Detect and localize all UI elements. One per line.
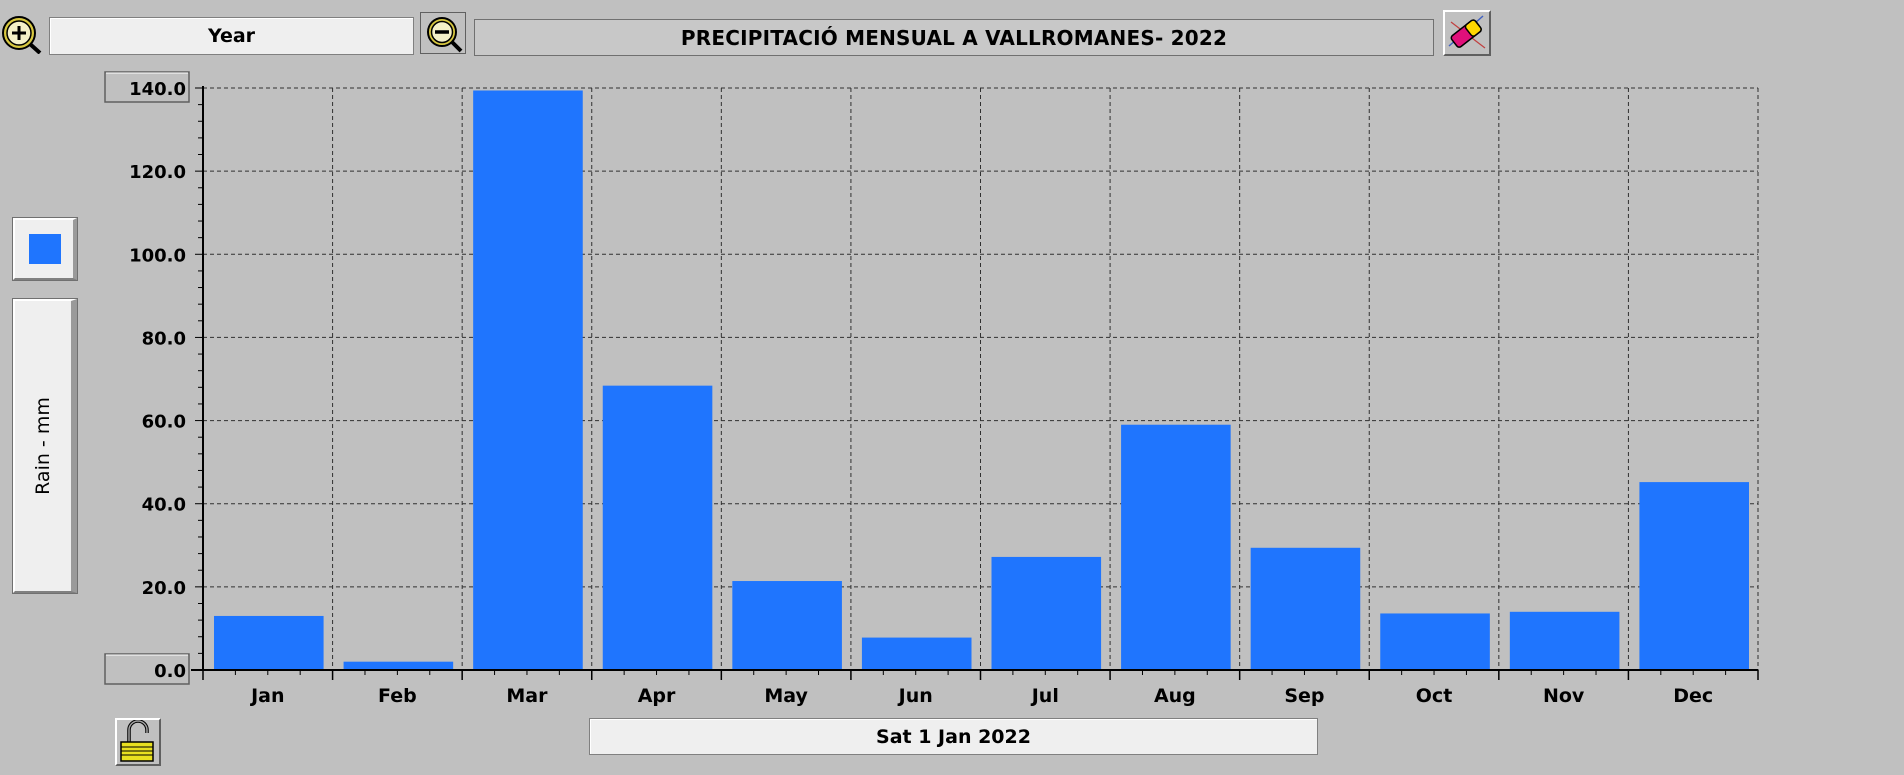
zoom-out-button[interactable] <box>420 12 466 54</box>
axes <box>191 86 1759 680</box>
y-tick-label: 100.0 <box>129 245 186 266</box>
bar-feb <box>343 661 454 670</box>
unlocked-padlock-icon <box>120 719 154 762</box>
x-tick-label: Dec <box>1673 685 1713 707</box>
gridlines <box>203 87 1759 671</box>
date-field[interactable]: Sat 1 Jan 2022 <box>589 718 1318 755</box>
tick-labels: 0.0 20.0 40.0 60.0 80.0 100.0 120.0 140.0 Jan Feb… <box>104 71 1713 707</box>
y-tick-label: 120.0 <box>129 162 186 183</box>
y-tick-label: 140.0 <box>129 79 186 100</box>
x-tick-label: Oct <box>1416 685 1453 707</box>
x-tick-label: Jul <box>1030 685 1059 707</box>
chart-title: PRECIPITACIÓ MENSUAL A VALLROMANES- 2022 <box>474 19 1434 56</box>
zoom-in-button[interactable] <box>0 12 42 54</box>
bar-nov <box>1509 611 1620 670</box>
x-tick-label: Apr <box>638 685 676 707</box>
y-tick-box <box>104 653 190 685</box>
bar-jul <box>991 556 1102 670</box>
x-tick-label: May <box>764 685 808 707</box>
x-tick-label: Mar <box>506 685 548 707</box>
y-tick-label: 40.0 <box>142 495 186 516</box>
magnifier-plus-icon <box>2 16 42 54</box>
bars <box>214 90 1749 671</box>
legend-swatch <box>29 234 61 264</box>
x-tick-label: Jun <box>897 685 933 707</box>
y-tick-label: 20.0 <box>142 578 186 599</box>
y-tick-box <box>104 71 190 103</box>
y-tick-label: 80.0 <box>142 328 186 349</box>
bar-may <box>732 581 842 670</box>
period-field[interactable]: Year <box>49 17 414 55</box>
y-tick-label: 0.0 <box>154 661 186 682</box>
y-tick-label: 60.0 <box>142 412 186 433</box>
x-tick-label: Sep <box>1284 685 1324 707</box>
x-tick-label: Nov <box>1543 685 1585 707</box>
bar-mar <box>473 90 583 671</box>
bar-jan <box>214 615 324 670</box>
bar-dec <box>1639 482 1749 670</box>
bar-aug <box>1121 424 1231 670</box>
y-axis-label-box[interactable]: Rain - mm <box>12 298 78 594</box>
bar-sep <box>1250 547 1361 670</box>
x-tick-label: Aug <box>1154 685 1196 707</box>
x-tick-label: Feb <box>378 685 417 707</box>
bar-oct <box>1380 613 1490 670</box>
lock-button[interactable] <box>115 718 161 766</box>
bar-apr <box>602 385 713 670</box>
x-tick-label: Jan <box>249 685 284 707</box>
legend-series-box[interactable] <box>12 217 78 281</box>
clear-button[interactable] <box>1443 10 1491 56</box>
magnifier-minus-icon <box>420 12 466 54</box>
bar-jun <box>861 637 972 670</box>
eraser-icon <box>1448 15 1486 49</box>
